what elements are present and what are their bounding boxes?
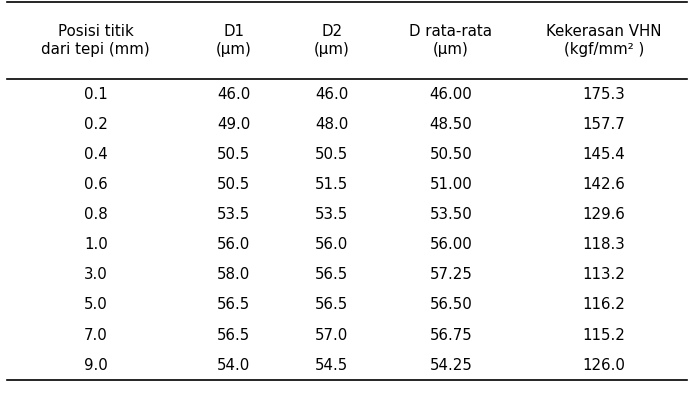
Text: 145.4: 145.4 xyxy=(582,147,625,162)
Text: 56.5: 56.5 xyxy=(217,297,251,312)
Text: 49.0: 49.0 xyxy=(217,117,251,132)
Text: 50.5: 50.5 xyxy=(217,147,251,162)
Text: 53.5: 53.5 xyxy=(315,207,348,222)
Text: D1
(μm): D1 (μm) xyxy=(216,24,252,57)
Text: 175.3: 175.3 xyxy=(582,87,625,102)
Text: 50.5: 50.5 xyxy=(315,147,348,162)
Text: 56.5: 56.5 xyxy=(315,267,348,282)
Text: 50.5: 50.5 xyxy=(217,177,251,192)
Text: 51.5: 51.5 xyxy=(315,177,348,192)
Text: 56.0: 56.0 xyxy=(217,237,251,252)
Text: 53.5: 53.5 xyxy=(217,207,251,222)
Text: 56.75: 56.75 xyxy=(430,327,473,343)
Text: 142.6: 142.6 xyxy=(582,177,625,192)
Text: 54.0: 54.0 xyxy=(217,358,251,373)
Text: 46.0: 46.0 xyxy=(217,87,251,102)
Text: 57.0: 57.0 xyxy=(315,327,348,343)
Text: 0.1: 0.1 xyxy=(84,87,108,102)
Text: 56.00: 56.00 xyxy=(430,237,473,252)
Text: 3.0: 3.0 xyxy=(84,267,108,282)
Text: 48.0: 48.0 xyxy=(315,117,348,132)
Text: 118.3: 118.3 xyxy=(582,237,625,252)
Text: 46.00: 46.00 xyxy=(430,87,473,102)
Text: Posisi titik
dari tepi (mm): Posisi titik dari tepi (mm) xyxy=(42,24,150,57)
Text: 56.5: 56.5 xyxy=(315,297,348,312)
Text: 116.2: 116.2 xyxy=(582,297,625,312)
Text: 115.2: 115.2 xyxy=(582,327,625,343)
Text: 56.0: 56.0 xyxy=(315,237,348,252)
Text: 58.0: 58.0 xyxy=(217,267,251,282)
Text: 57.25: 57.25 xyxy=(430,267,473,282)
Text: 54.25: 54.25 xyxy=(430,358,473,373)
Text: 0.8: 0.8 xyxy=(84,207,108,222)
Text: 7.0: 7.0 xyxy=(84,327,108,343)
Text: 51.00: 51.00 xyxy=(430,177,473,192)
Text: 0.4: 0.4 xyxy=(84,147,108,162)
Text: 0.6: 0.6 xyxy=(84,177,108,192)
Text: 56.50: 56.50 xyxy=(430,297,473,312)
Text: 56.5: 56.5 xyxy=(217,327,251,343)
Text: D rata-rata
(μm): D rata-rata (μm) xyxy=(409,24,493,57)
Text: 129.6: 129.6 xyxy=(582,207,625,222)
Text: D2
(μm): D2 (μm) xyxy=(314,24,350,57)
Text: 0.2: 0.2 xyxy=(84,117,108,132)
Text: 1.0: 1.0 xyxy=(84,237,108,252)
Text: 126.0: 126.0 xyxy=(582,358,625,373)
Text: 53.50: 53.50 xyxy=(430,207,473,222)
Text: 50.50: 50.50 xyxy=(430,147,473,162)
Text: Kekerasan VHN
(kgf/mm² ): Kekerasan VHN (kgf/mm² ) xyxy=(546,24,661,57)
Text: 48.50: 48.50 xyxy=(430,117,473,132)
Text: 157.7: 157.7 xyxy=(582,117,625,132)
Text: 46.0: 46.0 xyxy=(315,87,348,102)
Text: 5.0: 5.0 xyxy=(84,297,108,312)
Text: 113.2: 113.2 xyxy=(582,267,625,282)
Text: 9.0: 9.0 xyxy=(84,358,108,373)
Text: 54.5: 54.5 xyxy=(315,358,348,373)
